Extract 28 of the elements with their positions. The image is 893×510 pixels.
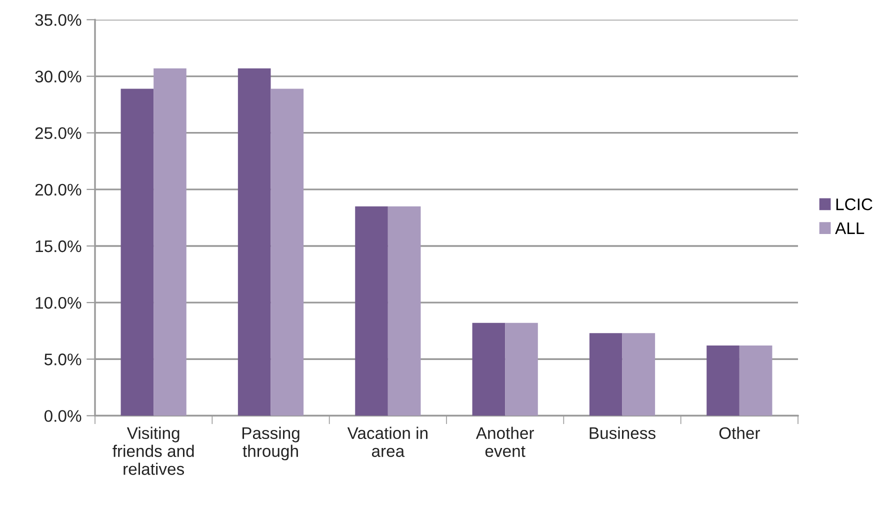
x-tick-label: Other [719,426,760,440]
y-tick-label: 20.0% [35,184,82,196]
bar [589,333,622,416]
x-tick-label: Visiting friends and relatives [112,426,194,475]
bar [120,88,154,416]
y-tick-label: 15.0% [36,240,82,252]
y-tick-label: 25.0% [35,127,82,140]
bar [706,346,740,416]
bar [472,322,506,416]
bar [355,206,388,416]
bar [388,206,421,416]
x-tick-label: Vacation in area [347,426,428,458]
y-tick-label: 0.0% [44,410,82,422]
legend-label: LCIC [836,198,872,210]
x-tick-label: Passing through [242,426,300,460]
y-tick-label: 10.0% [36,296,82,309]
legend-label: ALL [835,222,864,234]
x-tick-label: Business [590,426,656,440]
bar [270,88,304,416]
bar [238,68,271,416]
x-tick-label: Another event [476,426,534,458]
bar [622,333,656,416]
y-tick-label: 30.0% [35,70,82,82]
bar [505,322,538,416]
bar [739,346,772,416]
bar [154,68,186,416]
y-tick-label: 5.0% [44,354,82,366]
y-tick-label: 35.0% [35,14,82,26]
